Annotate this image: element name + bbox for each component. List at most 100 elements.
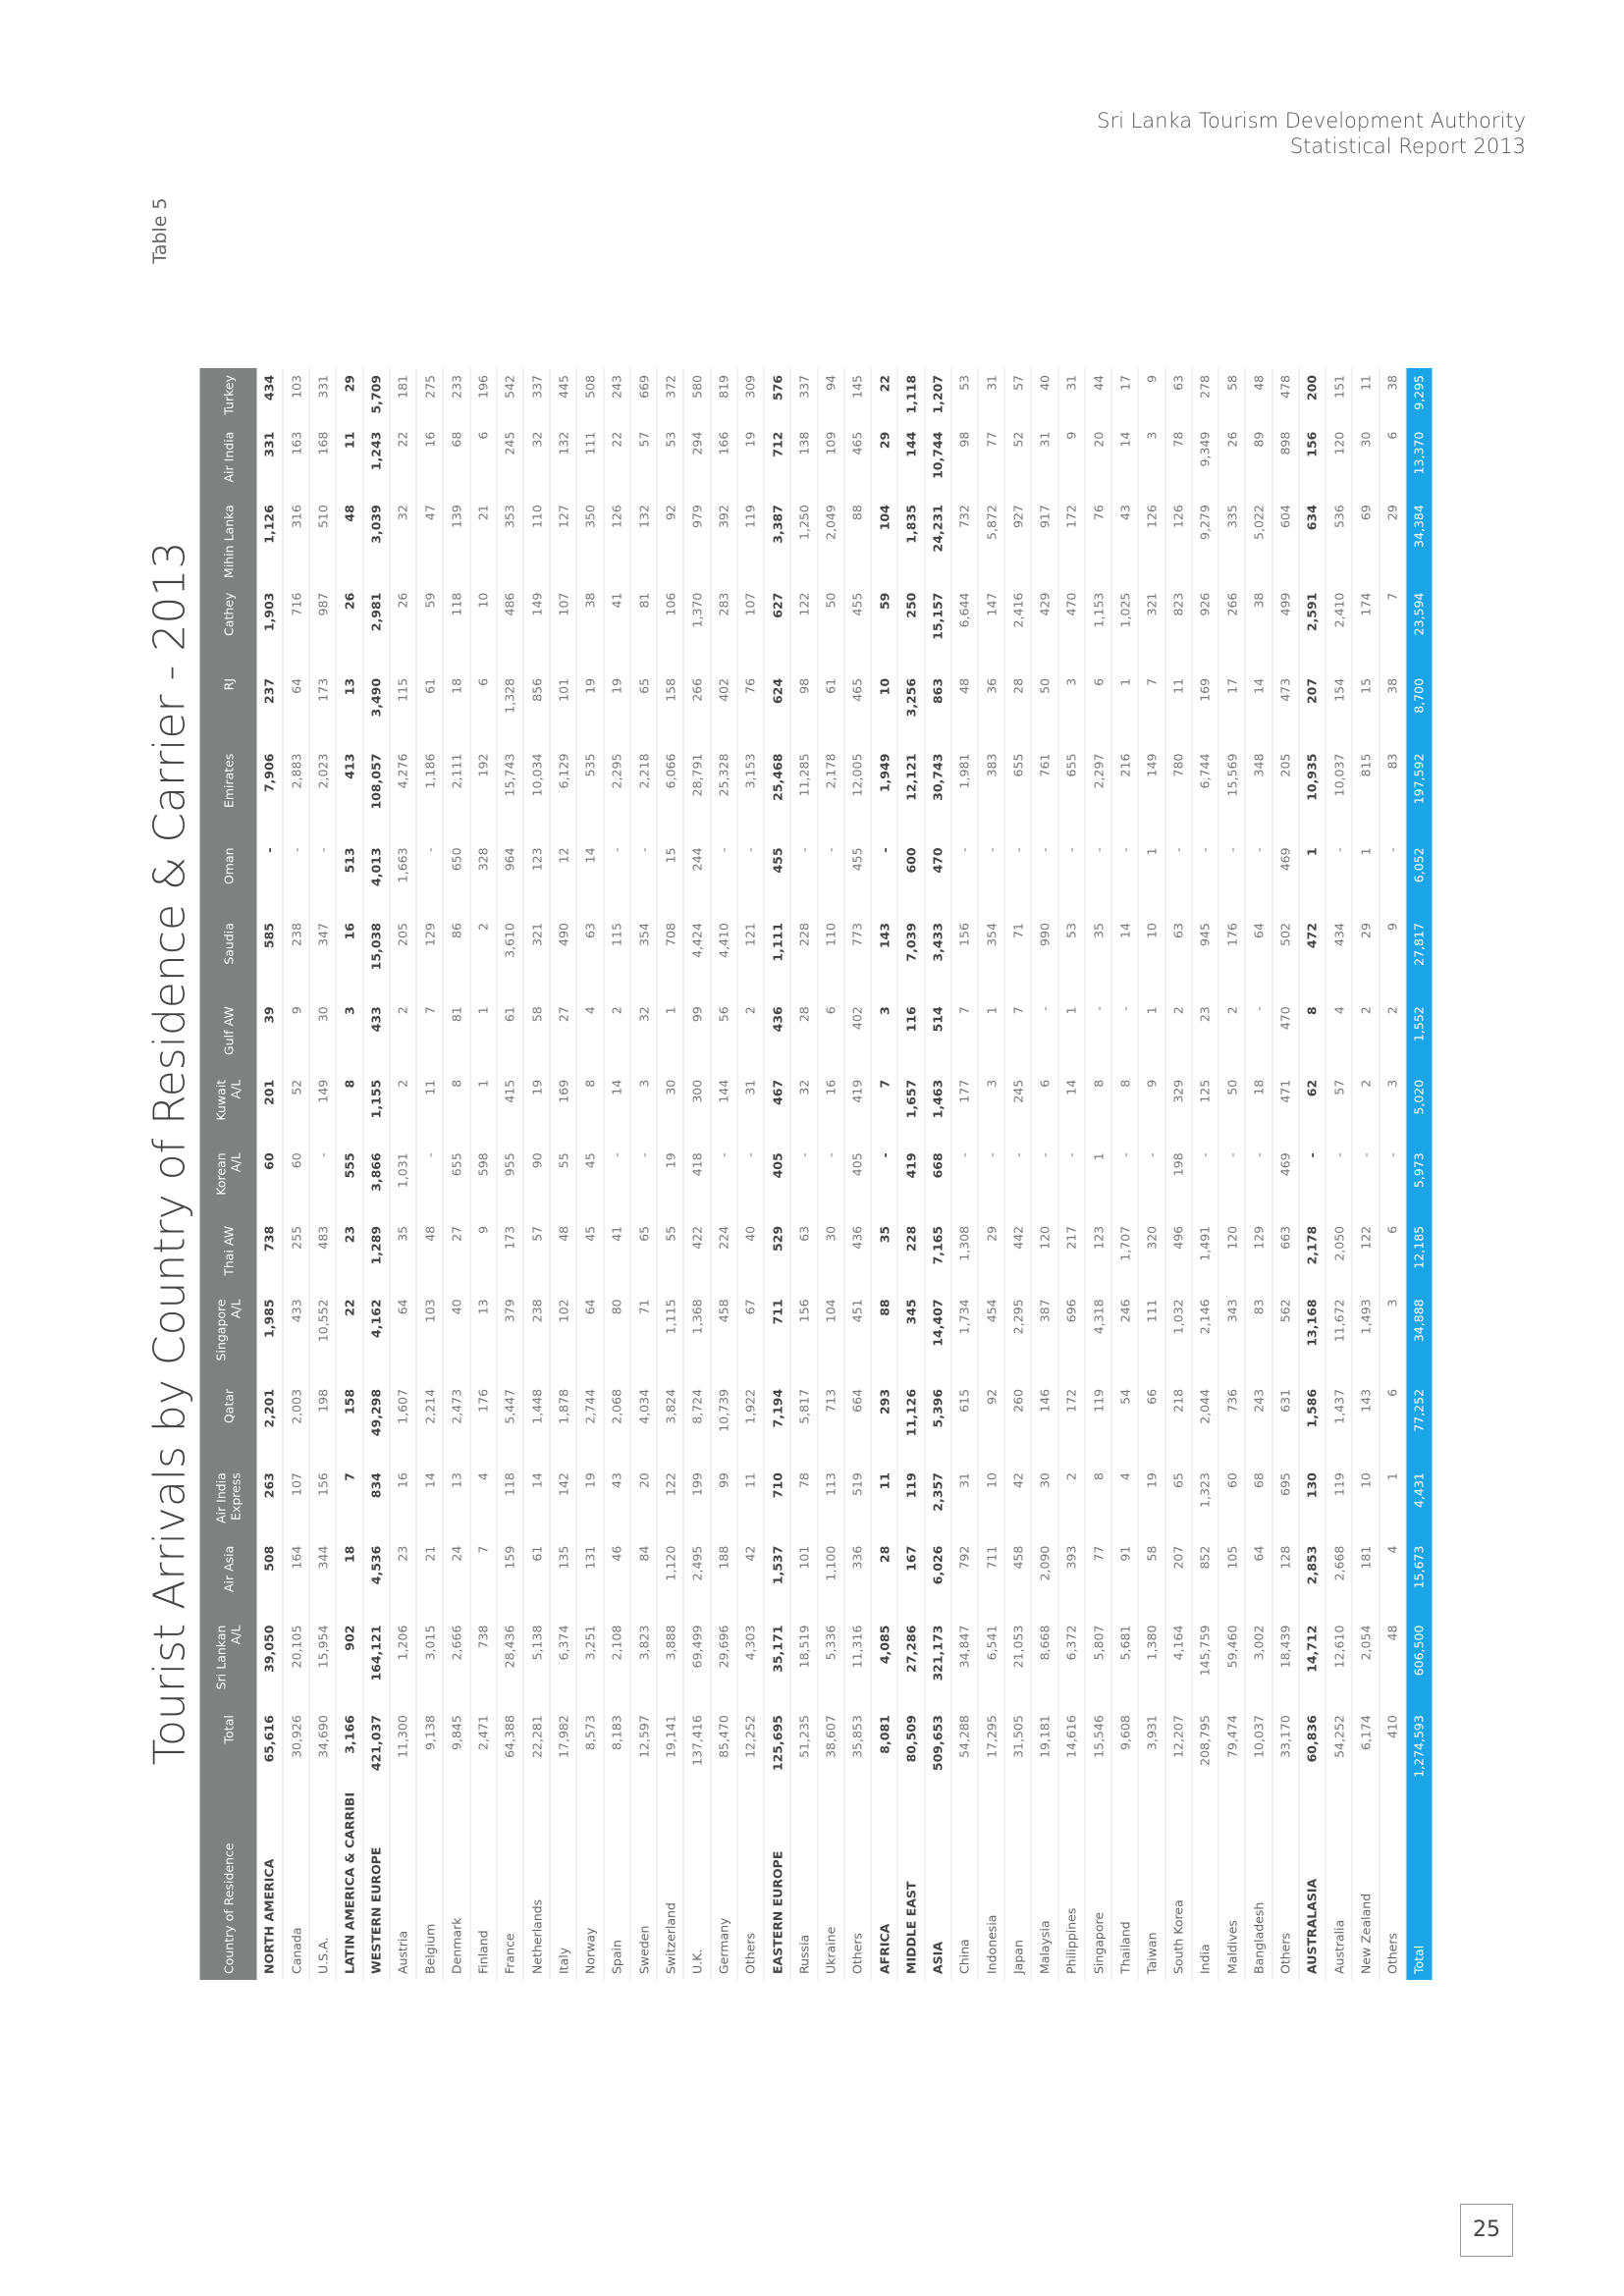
table-cell: 18,439 [1272,1618,1299,1709]
row-label: Malaysia [1030,1793,1058,1980]
table-cell: 79,474 [1218,1708,1245,1794]
table-cell: 110 [522,498,550,586]
table-cell: 13 [469,1292,497,1382]
table-cell: 372 [656,368,683,425]
table-cell: 5,807 [1084,1618,1111,1709]
rotated-table-wrapper: Country of Residence Total Sri Lankan A/L A… [199,368,1432,1980]
table-cell: 35 [1084,916,1111,1000]
table-cell: 12,252 [736,1708,764,1794]
table-cell: 35 [870,1218,897,1293]
table-cell: 383 [977,746,1004,841]
table-row: Canada 30,926 20,105 164 107 2,003 433 255 60 52 9… [282,368,309,1980]
table-cell: 14,407 [924,1292,951,1382]
table-cell: 63 [789,1218,818,1293]
table-cell: 1,491 [1191,1218,1218,1293]
table-cell: 467 [763,1072,790,1147]
table-cell: 81 [629,585,657,671]
table-cell: 89 [1244,424,1272,499]
table-cell: 502 [1272,916,1299,1000]
table-cell: 536 [1325,498,1352,586]
table-cell: 14,616 [1057,1708,1085,1794]
table-cell: 99 [682,999,711,1073]
table-cell: 38,607 [817,1708,844,1794]
table-cell: 455 [843,585,871,671]
table-cell: 10,935 [1298,746,1326,841]
table-cell: 1,308 [950,1218,978,1293]
table-cell: 4,318 [1084,1292,1111,1382]
table-cell: 40 [1030,368,1058,425]
row-label: Denmark [442,1793,470,1980]
table-cell: 2,068 [603,1381,630,1467]
table-cell: 5,709 [362,368,390,425]
table-cell: 710 [763,1466,790,1539]
table-cell: 336 [843,1538,871,1619]
table-cell: 15,038 [362,916,390,1000]
table-cell: 5,138 [522,1618,550,1709]
table-cell: 23 [1191,999,1218,1073]
table-cell: 6,372 [1057,1618,1085,1709]
table-cell: 21 [469,498,497,586]
table-cell: 128 [1272,1538,1299,1619]
table-cell: 4,536 [362,1538,390,1619]
table-cell: - [1110,999,1138,1073]
row-label: Singapore [1084,1793,1111,1980]
table-cell: 2 [1379,999,1406,1073]
table-cell: 1,115 [656,1292,683,1382]
table-cell: 711 [977,1538,1004,1619]
table-cell: 43 [603,1466,630,1539]
table-cell: 442 [1003,1218,1031,1293]
table-cell: 664 [843,1381,871,1467]
table-cell: 6 [817,999,844,1073]
table-cell: 243 [603,368,630,425]
table-cell: 218 [1164,1381,1192,1467]
table-cell: 65 [629,670,657,747]
table-cell: 32 [522,424,550,499]
table-cell: 116 [896,999,925,1073]
table-cell: 1,380 [1137,1618,1165,1709]
row-label: Sweden [629,1793,657,1980]
table-cell: 1,155 [362,1072,390,1147]
table-cell: 80 [603,1292,630,1382]
table-cell: 38 [575,585,604,671]
table-cell: 120 [1218,1218,1245,1293]
table-cell: 207 [1298,670,1326,747]
table-cell: - [1191,840,1218,917]
table-cell: - [1325,840,1352,917]
table-cell: 555 [335,1146,363,1219]
table-cell: 243 [1244,1381,1272,1467]
table-header-row: Country of Residence Total Sri Lankan A/L A… [199,368,256,1980]
table-cell: 1,448 [522,1381,550,1467]
table-cell: 3,931 [1137,1708,1165,1794]
table-cell: 10 [1351,1466,1379,1539]
table-cell: 535 [575,746,604,841]
table-cell: 10,739 [710,1381,737,1467]
table-cell: - [710,1146,737,1219]
table-cell: 145,759 [1191,1618,1218,1709]
table-cell: 7 [415,999,443,1073]
table-cell: 29 [1379,498,1406,586]
table-cell: 245 [496,424,523,499]
table-cell: 15,673 [1405,1538,1432,1619]
table-cell: 266 [682,670,711,747]
table-cell: 131 [575,1538,604,1619]
row-label: Russia [789,1793,818,1980]
table-cell: 15,157 [924,585,951,671]
table-cell: 519 [843,1466,871,1539]
table-cell: 4 [1110,1466,1138,1539]
table-cell: 12 [549,840,576,917]
table-row: Ukraine 38,607 5,336 1,100 113 713 104 30-16 6 11… [817,368,844,1980]
table-cell: - [1137,1146,1165,1219]
table-cell: 3 [870,999,897,1073]
table-cell: 104 [870,498,897,586]
table-cell: 31 [1057,368,1085,425]
table-cell: - [977,840,1004,917]
table-cell: - [1218,840,1245,917]
table-cell: 2,111 [442,746,470,841]
row-label: Total [1405,1793,1432,1980]
table-cell: 7,165 [924,1218,951,1293]
table-cell: 9,138 [415,1708,443,1794]
table-cell: 13 [442,1466,470,1539]
table-cell: 283 [710,585,737,671]
table-cell: 347 [308,916,336,1000]
table-cell: 1,878 [549,1381,576,1467]
